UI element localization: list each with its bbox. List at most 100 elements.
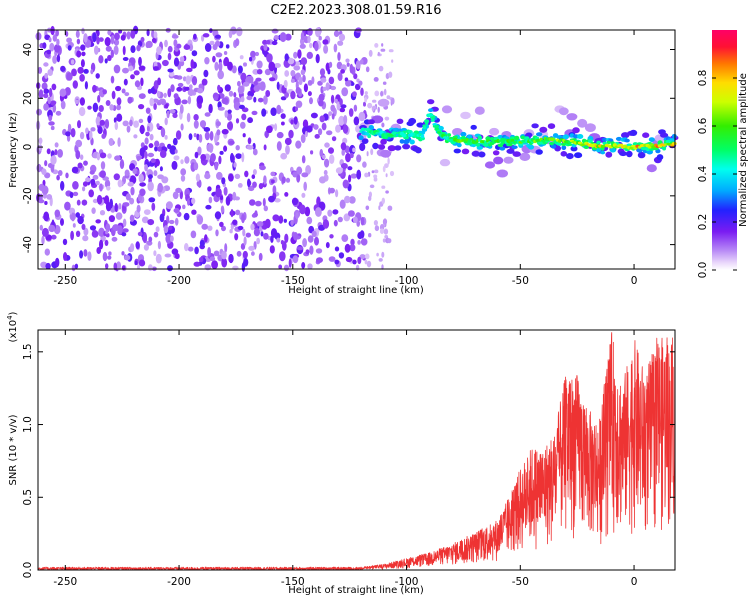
noise-pixel xyxy=(204,234,208,243)
noise-pixel xyxy=(78,106,86,117)
noise-pixel xyxy=(221,97,229,105)
noise-pixel xyxy=(325,242,330,249)
noise-pixel xyxy=(350,238,355,246)
noise-pixel xyxy=(92,174,99,180)
signal-pixel xyxy=(430,118,435,122)
noise-pixel xyxy=(322,86,327,91)
noise-pixel xyxy=(377,106,380,113)
signal-pixel xyxy=(396,118,404,125)
noise-pixel xyxy=(381,185,386,189)
noise-pixel xyxy=(263,205,268,212)
noise-pixel xyxy=(54,209,61,218)
signal-pixel xyxy=(577,118,588,128)
noise-pixel xyxy=(294,235,301,240)
noise-pixel xyxy=(167,143,172,149)
noise-pixel xyxy=(330,104,336,112)
noise-pixel xyxy=(173,155,180,161)
noise-pixel xyxy=(221,250,227,260)
x-tick-label: -50 xyxy=(512,576,529,588)
noise-pixel xyxy=(116,104,121,111)
noise-pixel xyxy=(373,220,378,226)
noise-pixel xyxy=(71,264,76,272)
noise-pixel xyxy=(295,212,299,220)
noise-pixel xyxy=(285,33,292,41)
noise-pixel xyxy=(157,77,162,86)
noise-pixel xyxy=(116,113,123,122)
noise-pixel xyxy=(211,260,219,269)
noise-pixel xyxy=(38,199,45,204)
noise-pixel xyxy=(60,218,64,226)
noise-pixel xyxy=(290,119,294,125)
noise-pixel xyxy=(261,108,267,117)
noise-pixel xyxy=(171,34,179,39)
noise-pixel xyxy=(355,264,360,271)
noise-pixel xyxy=(337,72,343,81)
noise-pixel xyxy=(380,48,386,52)
noise-pixel xyxy=(216,171,223,180)
noise-pixel xyxy=(70,59,75,65)
noise-pixel xyxy=(342,179,349,189)
noise-pixel xyxy=(276,131,284,139)
noise-pixel xyxy=(248,75,254,83)
noise-pixel xyxy=(204,43,212,52)
noise-pixel xyxy=(307,27,313,36)
signal-pixel xyxy=(474,106,485,115)
noise-pixel xyxy=(315,248,323,254)
noise-pixel xyxy=(303,181,308,191)
signal-pixel xyxy=(456,142,462,148)
noise-pixel xyxy=(44,201,48,205)
noise-pixel xyxy=(295,106,298,112)
noise-pixel xyxy=(43,62,49,67)
noise-pixel xyxy=(295,100,303,108)
noise-pixel xyxy=(130,243,135,252)
noise-pixel xyxy=(110,49,115,58)
noise-pixel xyxy=(301,172,309,178)
noise-pixel xyxy=(89,170,95,175)
noise-pixel xyxy=(318,35,322,41)
noise-pixel xyxy=(213,250,220,257)
noise-pixel xyxy=(133,134,138,139)
colorbar-tick-label: 0.8 xyxy=(697,70,709,87)
noise-pixel xyxy=(224,243,228,253)
noise-pixel xyxy=(141,216,149,224)
noise-pixel xyxy=(379,228,385,234)
noise-pixel xyxy=(356,154,362,163)
noise-pixel xyxy=(50,162,55,173)
noise-pixel xyxy=(114,155,121,161)
noise-pixel xyxy=(113,32,120,41)
noise-pixel xyxy=(204,57,210,65)
noise-pixel xyxy=(115,85,122,92)
noise-pixel xyxy=(321,122,327,131)
noise-pixel xyxy=(149,97,154,107)
noise-pixel xyxy=(290,78,295,83)
noise-pixel xyxy=(173,57,180,67)
signal-pixel xyxy=(475,142,481,147)
noise-pixel xyxy=(99,183,103,192)
noise-pixel xyxy=(190,59,195,69)
noise-pixel xyxy=(76,199,81,206)
noise-pixel xyxy=(170,235,174,242)
noise-pixel xyxy=(307,235,314,243)
noise-pixel xyxy=(59,88,67,97)
noise-pixel xyxy=(228,173,234,182)
noise-pixel xyxy=(298,76,303,86)
noise-pixel xyxy=(43,103,49,111)
noise-pixel xyxy=(157,240,161,250)
noise-pixel xyxy=(105,202,112,212)
noise-pixel xyxy=(82,235,89,242)
noise-pixel xyxy=(48,114,53,122)
noise-pixel xyxy=(97,126,103,134)
noise-pixel xyxy=(242,228,246,237)
y-tick-label: 0.5 xyxy=(22,489,34,506)
noise-pixel xyxy=(210,153,216,162)
noise-pixel xyxy=(241,113,247,121)
spectrogram-x-label: Height of straight line (km) xyxy=(288,285,424,296)
signal-pixel xyxy=(471,150,480,157)
noise-pixel xyxy=(107,54,112,62)
noise-pixel xyxy=(310,112,318,119)
noise-pixel xyxy=(145,107,151,114)
noise-pixel xyxy=(383,88,387,96)
signal-pixel xyxy=(358,135,364,141)
